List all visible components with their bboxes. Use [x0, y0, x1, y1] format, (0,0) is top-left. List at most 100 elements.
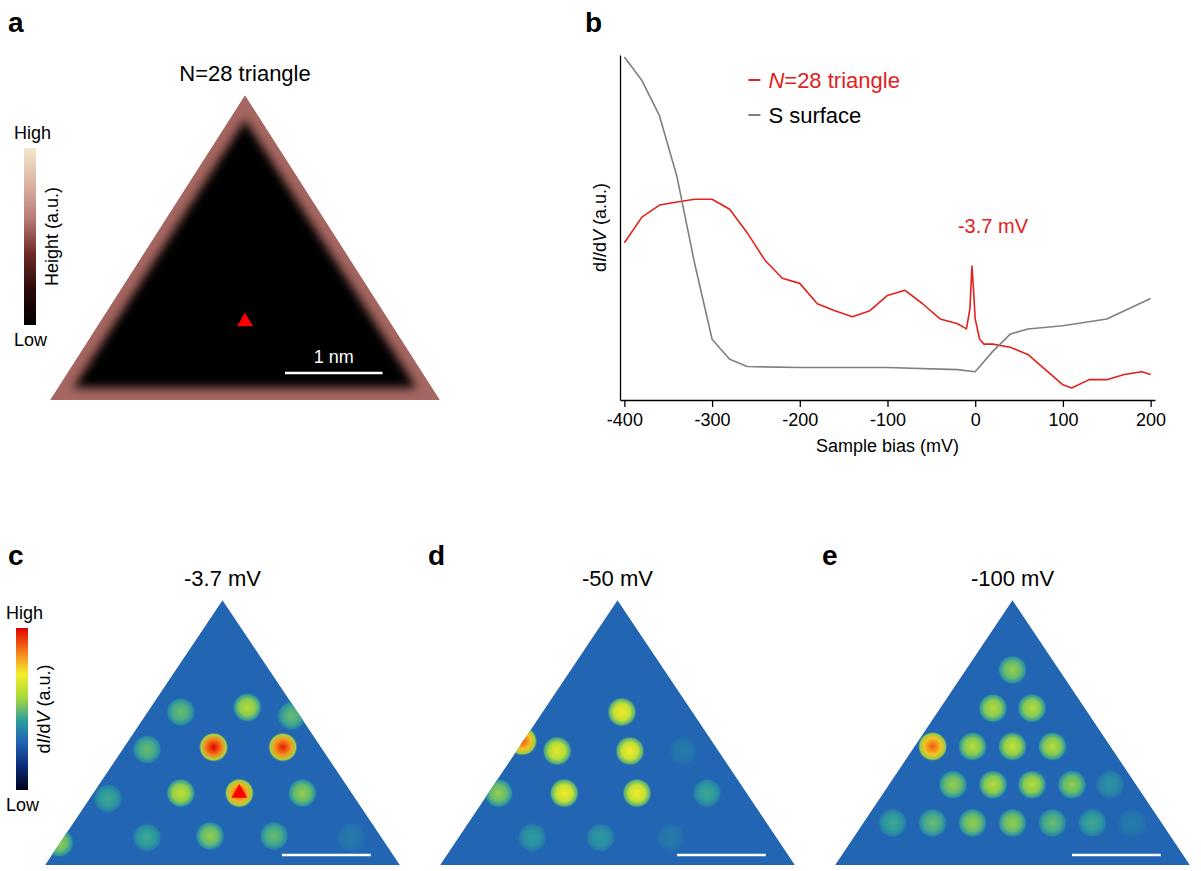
colorbar-label: dI/dV (a.u.): [34, 664, 54, 753]
x-tick: -200: [782, 400, 818, 430]
figure: a 1 nm N=28 triangle High Low Height (a.u.) b -…: [0, 0, 1201, 871]
panel-letter: c: [8, 540, 24, 571]
panel-title: N=28 triangle: [179, 61, 310, 86]
spot: [549, 778, 579, 808]
spot: [268, 732, 298, 762]
x-tick-mark: [800, 400, 801, 407]
scale-bar: [282, 854, 371, 857]
text-part: d: [590, 262, 610, 272]
interior: [73, 119, 416, 387]
tip-marker: [231, 784, 247, 798]
spot: [277, 701, 307, 731]
spot: [607, 697, 637, 727]
text-part: S surface: [768, 103, 861, 128]
x-tick-mark: [1063, 400, 1064, 407]
rim: [50, 95, 440, 400]
scale-bar: [285, 372, 383, 375]
colorbar-tick-label: High: [6, 603, 43, 623]
panel-letter: e: [822, 540, 838, 571]
spot: [166, 697, 196, 727]
image-area: [44, 600, 400, 865]
panel-letter: b: [585, 7, 602, 38]
spot: [1037, 808, 1067, 838]
spot: [668, 736, 698, 766]
tip-marker: [237, 312, 253, 326]
spot: [622, 778, 652, 808]
x-tick-label: 0: [971, 410, 981, 430]
background: [835, 600, 1190, 865]
spot: [997, 808, 1027, 838]
x-tick-label: -200: [782, 410, 818, 430]
x-tick-label: -400: [607, 410, 643, 430]
text-part: d: [34, 744, 54, 754]
x-tick: 0: [971, 400, 981, 430]
panel-title: -50 mV: [582, 566, 653, 591]
spot: [224, 778, 254, 808]
text-part: =28 triangle: [784, 68, 900, 93]
x-tick: -100: [870, 400, 906, 430]
x-tick-mark: [975, 400, 976, 407]
spot: [132, 734, 162, 764]
spot: [938, 770, 968, 800]
spot: [1017, 693, 1047, 723]
spot: [978, 770, 1008, 800]
x-tick-label: -100: [870, 410, 906, 430]
text-part: /d: [34, 723, 54, 738]
panel-letter: d: [428, 540, 445, 571]
colorbar-tick-label: Low: [6, 795, 40, 815]
spot: [878, 808, 908, 838]
x-tick-mark: [1150, 400, 1151, 407]
colorbar: [24, 148, 36, 325]
x-tick: 200: [1136, 400, 1166, 430]
spot: [997, 731, 1027, 761]
x-tick-mark: [887, 400, 888, 407]
scale-bar: [1072, 854, 1161, 857]
spot: [1077, 808, 1107, 838]
scale-bar-label: 1 nm: [314, 347, 354, 367]
image-panel: -100 mV: [835, 566, 1190, 865]
colorbar-label: Height (a.u.): [42, 187, 62, 286]
background: [45, 600, 400, 865]
panel-title: -100 mV: [971, 566, 1054, 591]
text-part: (a.u.): [34, 664, 54, 711]
annotation: -3.7 mV: [958, 215, 1029, 237]
spot: [918, 731, 948, 761]
plot-area: [624, 57, 1150, 388]
x-axis: -400 -300 -200 -100 0 100 200: [607, 400, 1166, 430]
spot: [1057, 770, 1087, 800]
legend-label: N=28 triangle: [768, 68, 899, 93]
spot: [978, 693, 1008, 723]
line-panel: -400 -300 -200 -100 0 100 200 Sample bias (mV) d…: [590, 56, 1166, 457]
x-tick-label: -300: [695, 410, 731, 430]
text-part: (a.u.): [590, 183, 610, 230]
x-tick-mark: [624, 400, 625, 407]
spot: [132, 822, 162, 852]
spot: [259, 821, 289, 851]
spot: [1095, 770, 1125, 800]
x-axis-title: Sample bias (mV): [816, 436, 959, 456]
y-axis-title: dI/dV (a.u.): [590, 183, 610, 272]
spot: [586, 822, 616, 852]
panel-letter: a: [8, 7, 24, 38]
image-area: [50, 95, 440, 400]
x-tick-label: 100: [1048, 410, 1078, 430]
spot: [93, 783, 123, 813]
text-part: N: [768, 68, 784, 93]
scale-bar: [677, 854, 766, 857]
spot: [44, 828, 74, 858]
series-line: [624, 57, 1150, 372]
x-tick: 100: [1048, 400, 1078, 430]
spot: [542, 736, 572, 766]
spot: [615, 736, 645, 766]
series-line: [624, 199, 1150, 388]
background: [440, 600, 795, 865]
spot: [166, 778, 196, 808]
image-panel: -3.7 mVHighLowdI/dV (a.u.): [6, 566, 400, 865]
spot: [692, 778, 722, 808]
image-panel: 1 nmN=28 triangleHighLowHeight (a.u.): [14, 61, 440, 400]
x-tick-label: 200: [1136, 410, 1166, 430]
text-part: Height (a.u.): [42, 187, 62, 286]
spot: [1017, 770, 1047, 800]
spot: [997, 655, 1027, 685]
legend-swatch: [748, 114, 760, 116]
